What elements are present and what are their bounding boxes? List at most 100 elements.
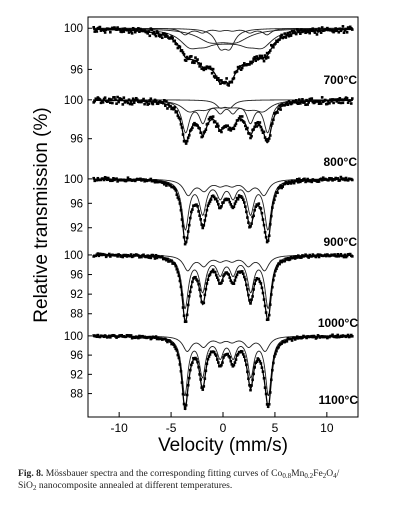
data-point [288,31,292,34]
data-point [292,181,296,185]
data-point [307,256,310,259]
data-point [177,356,181,360]
data-point [214,197,218,201]
data-point [296,102,300,105]
data-point [287,100,291,103]
data-point [271,122,274,125]
data-point [305,98,308,102]
data-point [279,184,282,187]
data-point [172,107,175,111]
total-fit-line [93,335,353,411]
data-point [251,295,254,298]
data-point [197,62,200,65]
data-point [199,294,202,298]
data-point [303,100,306,104]
data-point [267,51,271,54]
data-point [336,333,340,337]
data-point [184,403,188,407]
data-point [245,210,248,214]
data-point [163,182,166,186]
data-point [325,335,328,338]
data-point [131,97,135,101]
data-point [116,180,119,183]
data-point [115,102,118,105]
data-point [141,99,144,102]
data-point [232,205,236,209]
data-point [109,255,112,258]
data-point [298,98,301,101]
y-tick-label: 100 [64,250,83,262]
data-point [254,122,258,125]
data-point [275,267,278,271]
data-point [127,31,131,34]
data-point [217,124,220,128]
data-point [188,290,192,294]
data-point [166,107,169,110]
data-point [325,28,328,31]
data-point [269,293,273,296]
data-point [333,178,336,181]
data-point [179,285,183,289]
data-point [232,76,236,80]
data-point [337,101,341,104]
data-point [285,258,289,261]
data-point [198,214,201,217]
data-point [180,49,184,52]
temperature-label: 1100°C [319,393,359,407]
data-point [147,256,151,259]
data-point [232,282,236,285]
data-point [244,359,247,362]
data-point [148,99,152,102]
data-point [247,221,250,224]
data-point [261,370,265,373]
data-point [236,352,240,356]
data-point [175,267,179,271]
data-point [176,46,180,50]
data-point [148,34,152,38]
data-point [320,96,324,99]
data-point [282,35,286,39]
data-point [234,200,238,203]
data-point [115,177,118,180]
data-point [317,27,321,30]
data-point [184,142,188,145]
data-point [333,29,336,33]
data-point [253,366,256,369]
data-point [176,114,180,118]
data-point [262,130,266,134]
data-point [121,103,125,106]
data-point [182,235,186,239]
data-point [278,38,281,41]
data-point [180,381,184,384]
data-point [246,287,249,291]
data-point [250,298,253,301]
data-point [194,56,197,59]
data-point [329,98,332,101]
data-point [294,32,298,36]
data-point [318,100,322,103]
data-point [335,100,339,103]
y-tick-label: 100 [64,331,83,343]
data-point [223,273,226,276]
data-point [109,336,112,339]
data-point [268,223,272,226]
data-point [222,356,225,359]
data-point [301,98,304,101]
y-tick-label: 96 [70,198,83,210]
data-point [206,122,210,125]
data-point [253,125,256,129]
data-point [318,29,322,33]
data-point [248,299,251,302]
data-point [336,27,340,31]
data-point [100,99,104,103]
data-point [255,55,259,58]
data-point [203,377,207,380]
data-point [182,402,186,406]
data-point [307,29,310,32]
data-point [272,118,275,122]
data-point [328,101,331,105]
data-point [334,98,337,102]
data-point [242,275,246,279]
data-point [104,176,108,180]
data-point [256,120,260,124]
